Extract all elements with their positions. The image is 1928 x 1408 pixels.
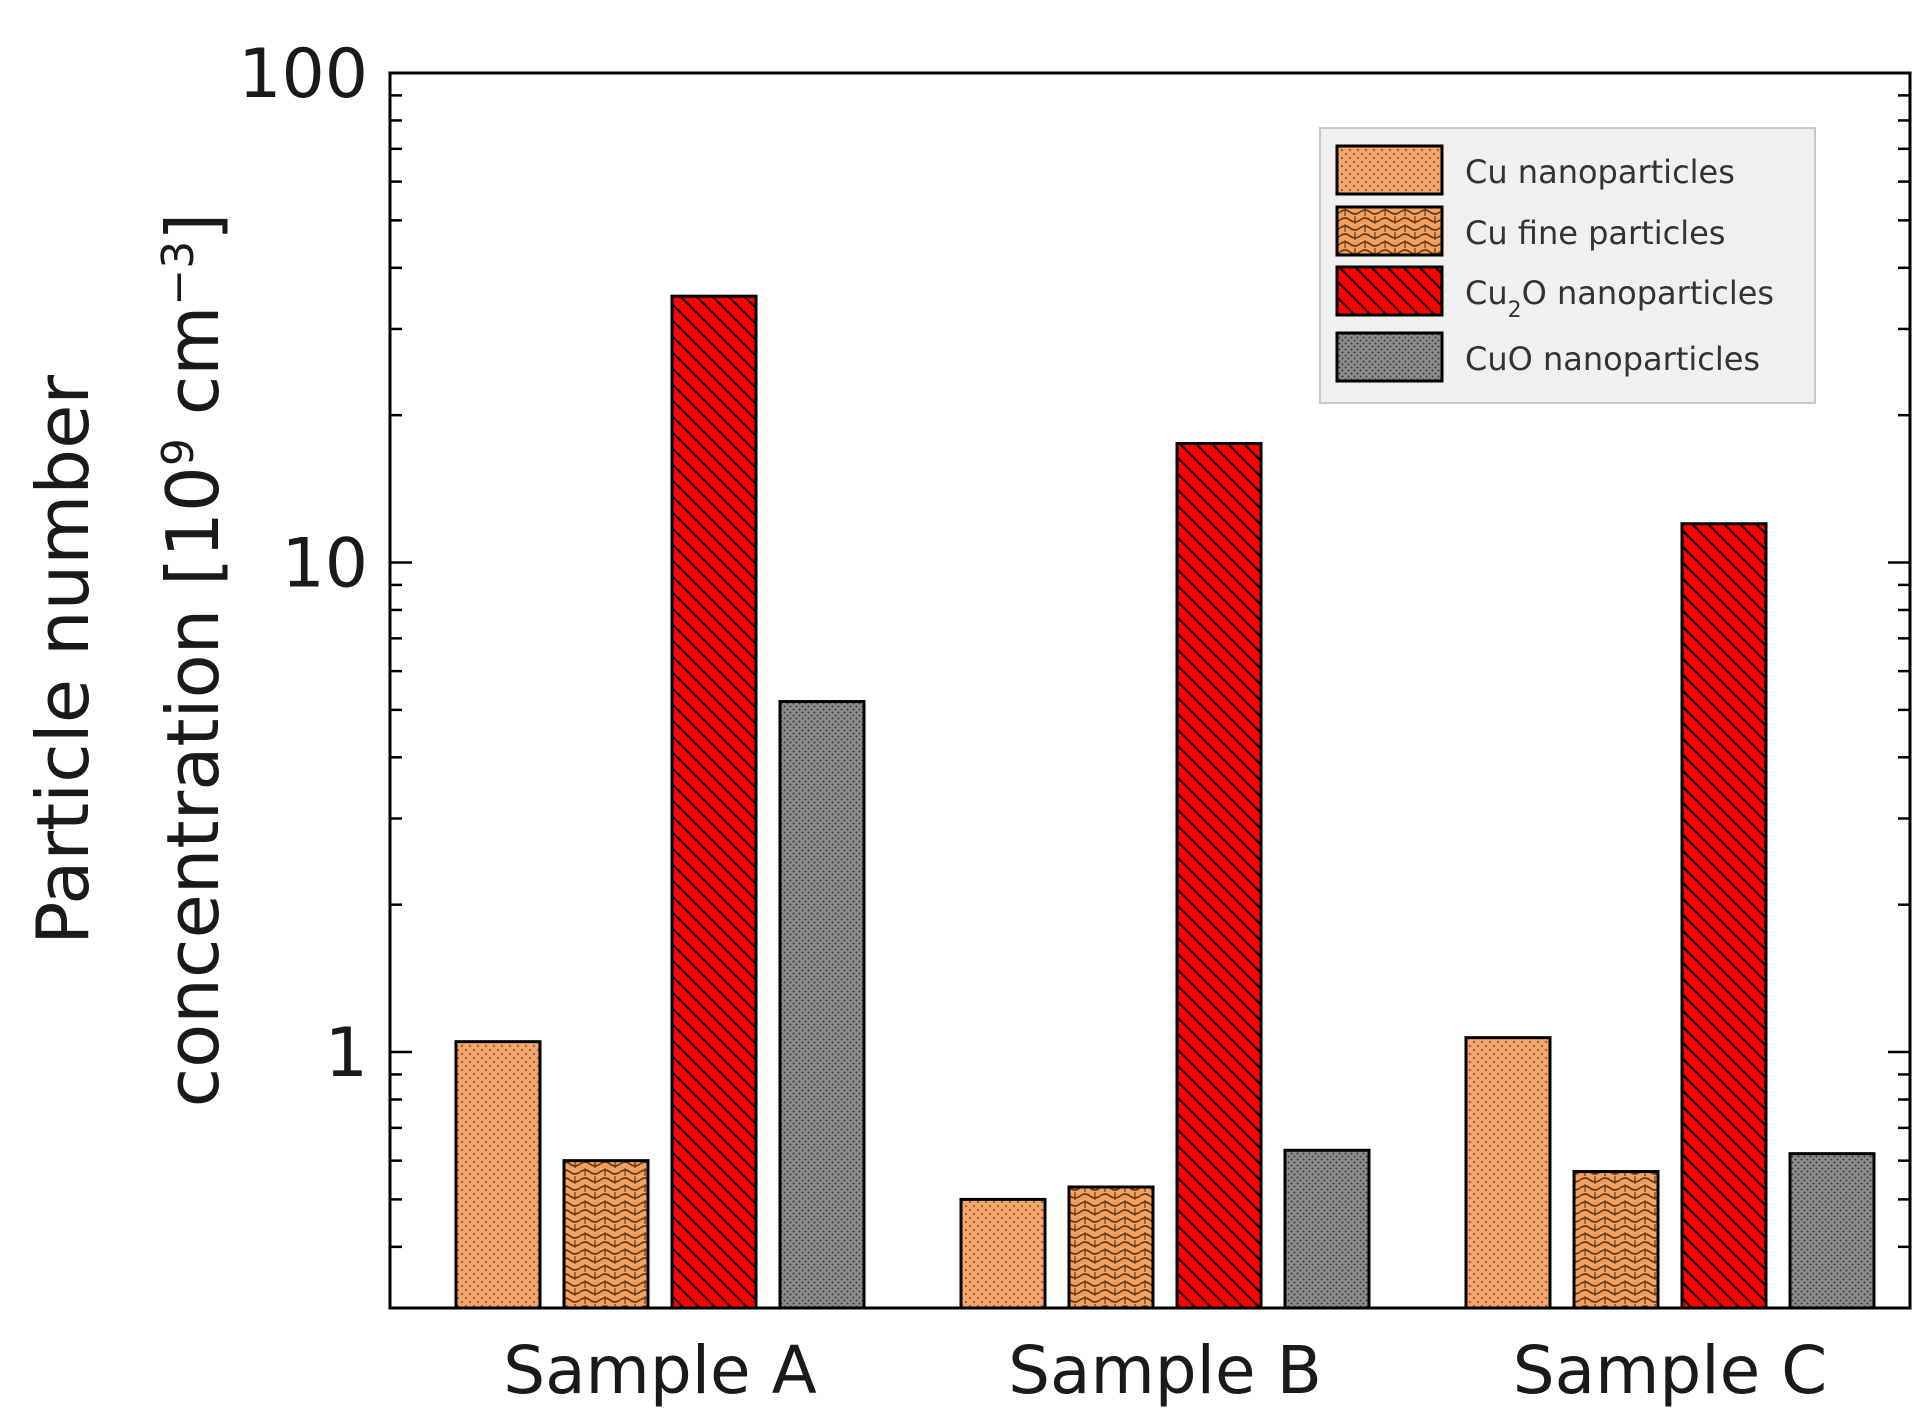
y-tick-labels: 1 10 100 [238,35,368,1093]
bar-sample-b-cuo-nanoparticles [1283,1148,1371,1310]
legend-cu2o-subscript: 2 [1508,298,1522,323]
bar-sample-b-cu2o-nanoparticles [1175,442,1263,1310]
x-category-label-sample-c: Sample C [1513,1332,1828,1408]
y-axis-title-line1: Particle number [21,375,105,945]
bar-sample-c-cu-nanoparticles [1464,1036,1552,1310]
x-category-label-sample-a: Sample A [503,1332,817,1408]
legend-label-cuo-nanoparticles: CuO nanoparticles [1465,340,1760,378]
y-axis-title-prefix: concentration [10 [151,466,235,1107]
bar-sample-b-cu-fine-particles [1067,1185,1155,1310]
legend-swatch-cu-nanoparticles [1335,144,1444,196]
legend-swatch-cu-fine-particles [1335,205,1444,257]
bar-sample-c-cu2o-nanoparticles [1680,522,1768,1310]
legend: Cu nanoparticles Cu fine particles Cu2O … [1319,127,1816,404]
y-axis-title-suffix: ] [151,213,235,241]
bar-sample-a-cuo-nanoparticles [778,700,866,1310]
bar-sample-c-cuo-nanoparticles [1788,1152,1876,1310]
y-tick-label-10: 10 [281,525,368,604]
bar-sample-a-cu-nanoparticles [454,1040,542,1310]
plot-frame [388,71,1912,1310]
bar-sample-b-cu-nanoparticles [959,1197,1047,1310]
legend-swatch-cuo-nanoparticles [1335,331,1444,383]
y-axis-title-unit: cm [151,306,235,439]
y-tick-label-100: 100 [238,35,368,114]
bar-sample-a-cu2o-nanoparticles [670,294,758,1310]
legend-label-cu-nanoparticles: Cu nanoparticles [1465,153,1735,191]
y-axis-title-exponent-9: 9 [153,438,204,466]
legend-swatch-cu2o-nanoparticles [1335,265,1444,317]
y-tick-label-1: 1 [325,1014,368,1093]
y-axis-title: Particle number concentration [109 cm−3] [21,213,235,1108]
bar-sample-c-cu-fine-particles [1572,1170,1660,1310]
x-category-labels: Sample A Sample B Sample C [503,1332,1827,1408]
legend-cu2o-pre: Cu [1465,274,1508,312]
y-axis-title-exponent-minus3: −3 [153,241,204,306]
y-axis-title-line2: concentration [109 cm−3] [151,213,235,1108]
bar-sample-a-cu-fine-particles [562,1159,650,1310]
legend-cu2o-post: O nanoparticles [1522,274,1774,312]
legend-label-cu2o-nanoparticles: Cu2O nanoparticles [1465,274,1774,323]
x-category-label-sample-b: Sample B [1008,1332,1322,1408]
legend-label-cu-fine-particles: Cu fine particles [1465,214,1725,252]
bars-layer [454,294,1876,1310]
